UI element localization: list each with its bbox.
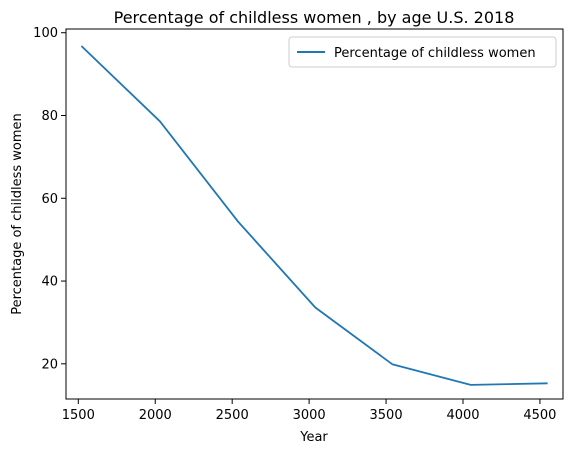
legend: Percentage of childless women [288, 36, 557, 68]
x-tick-label: 3000 [293, 408, 326, 423]
x-tick-label: 4000 [446, 408, 479, 423]
y-axis: 20 40 60 80 100 [33, 26, 66, 372]
plot-area [65, 28, 564, 400]
y-tick-label: 80 [41, 109, 58, 124]
x-tick-label: 2000 [139, 408, 172, 423]
chart-title: Percentage of childless women , by age U… [114, 8, 515, 27]
y-tick-label: 40 [41, 275, 58, 290]
x-axis: 1500 2000 2500 3000 3500 4000 4500 [62, 399, 556, 423]
legend-entry: Percentage of childless women [334, 46, 536, 61]
x-tick-label: 4500 [523, 408, 556, 423]
series-line [80, 45, 548, 386]
legend-frame [288, 36, 557, 68]
x-tick-label: 2500 [216, 408, 249, 423]
y-tick-label: 100 [33, 26, 58, 41]
x-tick-label: 1500 [62, 408, 95, 423]
plot-frame [65, 28, 564, 400]
y-tick-label: 20 [41, 357, 58, 372]
y-tick-label: 60 [41, 192, 58, 207]
y-axis-label: Percentage of childless women [10, 113, 25, 315]
x-axis-label: Year [299, 430, 328, 445]
x-tick-label: 3500 [370, 408, 403, 423]
series-layer [80, 45, 548, 386]
